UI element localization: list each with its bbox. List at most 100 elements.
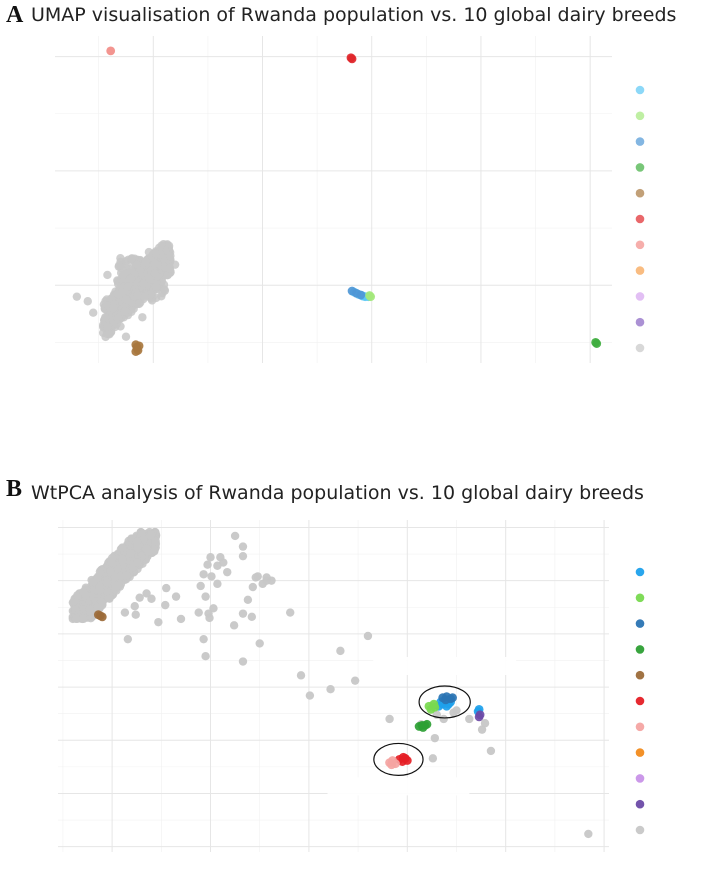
data-point-rwa [110, 572, 120, 582]
data-point-rwa [78, 614, 88, 623]
data-point-rwa [223, 567, 232, 577]
data-point-rwa [126, 274, 136, 283]
data-point-jer [398, 752, 408, 762]
data-point-rwa [116, 322, 125, 331]
data-point-rwa [255, 639, 264, 648]
legend-key-ank [635, 799, 645, 809]
data-point-rwa [114, 261, 124, 270]
data-point-rwa [336, 646, 345, 656]
data-point-rwa [363, 631, 373, 641]
data-point-rwa [428, 754, 438, 763]
annotation-ellipse [373, 742, 424, 776]
data-point-rwa [139, 279, 148, 288]
data-point-rwa [142, 589, 151, 598]
chart-title-b: WtPCA analysis of Rwanda population vs. … [31, 482, 644, 504]
data-point-rwa [247, 612, 257, 622]
data-point-rwa [142, 544, 151, 553]
data-point-rwa [132, 260, 142, 269]
data-point-rwa [176, 614, 186, 624]
data-point-rwa [248, 582, 258, 592]
legend-key-jer [635, 214, 645, 224]
data-point-rwa [238, 551, 248, 561]
data-point-rwa [117, 288, 127, 297]
data-point-rwa [83, 297, 92, 306]
data-point-rwa [120, 306, 130, 316]
data-point-rwa [199, 570, 208, 579]
panel-label-a: A [6, 2, 24, 28]
data-point-rwa [452, 706, 461, 715]
data-point-rwa [109, 303, 118, 312]
data-point-rwa [140, 292, 149, 301]
data-point-rwa [95, 583, 104, 592]
data-point-rwa [104, 329, 114, 338]
data-point-rwa [141, 257, 150, 266]
data-point-jer-ji [93, 610, 103, 620]
data-point-rwa [209, 604, 218, 613]
data-point-rwa [122, 571, 131, 580]
data-point-nel [448, 693, 457, 703]
data-point-rwa [93, 573, 102, 582]
legend-key-gir [635, 266, 645, 275]
data-point-rwa [116, 253, 125, 263]
data-point-rwa [584, 829, 593, 839]
data-point-rwa [85, 605, 94, 614]
data-point-rwa [111, 581, 121, 591]
data-point-rwa [93, 604, 102, 613]
legend-key-ndg [635, 163, 645, 172]
data-point-rwa [161, 600, 170, 610]
data-point-rwa [385, 714, 394, 724]
data-point-rwa [326, 684, 335, 694]
data-point-rwa [146, 530, 156, 539]
data-point-rwa [163, 270, 172, 280]
data-point-rwa [127, 254, 136, 264]
data-point-rwa [71, 614, 81, 623]
data-point-nel [356, 290, 366, 300]
legend-key-jer-ji [635, 188, 645, 198]
data-point-rwa [118, 554, 127, 564]
data-point-ank [474, 712, 484, 722]
data-point-rwa [296, 671, 306, 680]
umap-scatter-chart [55, 36, 645, 363]
data-point-rwa [286, 608, 295, 617]
data-point-rwa [151, 282, 161, 292]
data-point-rwa [207, 572, 216, 581]
legend-key-rwa [635, 825, 645, 835]
legend-key-hol [635, 722, 645, 732]
data-point-rwa [147, 594, 156, 603]
data-point-rwa [151, 249, 160, 258]
data-point-hol [387, 760, 396, 770]
data-point-rwa [131, 610, 140, 619]
data-point-shk [365, 291, 374, 300]
data-point-rwa [126, 549, 135, 558]
data-point-rwa [238, 609, 248, 618]
wtpca-scatter-chart [58, 520, 645, 852]
data-point-rwa [486, 746, 496, 756]
annotation-label-bg [373, 657, 517, 675]
data-point-rwa [102, 578, 112, 588]
legend-key-shk [635, 593, 645, 603]
data-point-rwa [72, 292, 82, 301]
data-point-rwa [166, 251, 175, 261]
legend-key-jer-ji [635, 670, 645, 680]
data-point-rwa [121, 294, 131, 304]
data-point-rwa [251, 573, 260, 582]
data-point-rwa [201, 652, 210, 661]
data-point-rwa [238, 657, 248, 666]
data-point-rwa [135, 299, 144, 309]
legend-key-eaz-sh [635, 774, 645, 783]
legend-key-ank [635, 317, 645, 327]
data-point-rwa [203, 560, 212, 569]
data-point-rwa [477, 725, 487, 734]
data-point-rwa [128, 298, 138, 307]
data-point-rwa [465, 714, 474, 724]
data-point-shk [429, 699, 439, 709]
data-point-rwa [194, 608, 203, 617]
data-point-rwa [123, 634, 133, 644]
data-point-rwa [132, 537, 142, 546]
legend-key-ndg [635, 645, 645, 654]
data-point-rwa [229, 621, 239, 630]
data-point-rwa [170, 260, 180, 269]
data-point-rwa [150, 269, 160, 278]
data-point-rwa [238, 542, 248, 551]
data-point-rwa [480, 719, 490, 728]
